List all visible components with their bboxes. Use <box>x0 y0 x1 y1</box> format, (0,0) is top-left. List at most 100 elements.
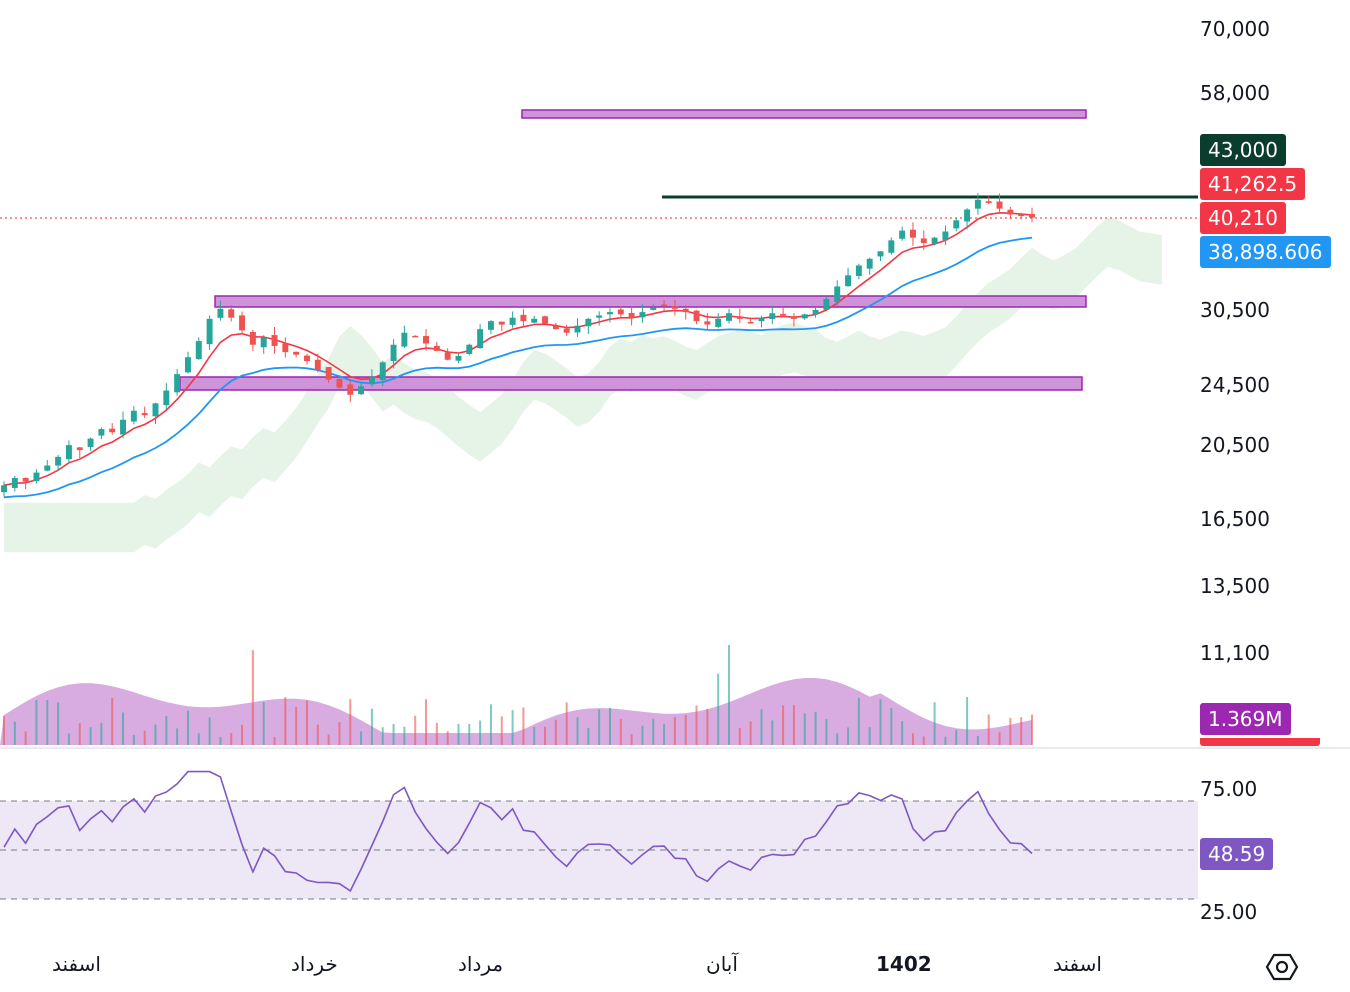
volume-bar <box>728 645 731 745</box>
volume-bar <box>197 733 200 745</box>
volume-bar <box>284 697 287 745</box>
candle-body <box>1 485 7 493</box>
volume-bar <box>24 731 27 745</box>
candle-body <box>693 310 700 322</box>
price-tick-label: 13,500 <box>1200 574 1270 598</box>
candle-body <box>455 355 462 361</box>
candle-body <box>855 265 862 276</box>
volume-bar <box>976 736 979 745</box>
candle-body <box>866 258 873 269</box>
volume-bar <box>544 726 547 745</box>
chart-settings-icon[interactable] <box>1264 952 1300 982</box>
volume-bar <box>35 700 38 745</box>
candle-body <box>120 419 127 435</box>
volume-bar <box>955 729 958 745</box>
candle-body <box>217 308 224 318</box>
candle-body <box>249 331 256 345</box>
volume-bar <box>122 712 125 745</box>
volume-tag-partial <box>1200 738 1320 746</box>
volume-bar <box>511 710 514 745</box>
volume-bar <box>305 700 308 745</box>
volume-bar <box>738 727 741 745</box>
candle-body <box>239 315 246 331</box>
candle-body <box>33 472 40 482</box>
volume-bar <box>295 706 298 745</box>
volume-bar <box>349 699 352 745</box>
candle-body <box>141 413 148 416</box>
volume-bar <box>1020 717 1023 745</box>
candle-body <box>206 318 213 345</box>
price-tick-label: 70,000 <box>1200 17 1270 41</box>
volume-bar <box>3 715 5 745</box>
volume-bar <box>825 719 828 745</box>
volume-bar <box>1009 718 1012 745</box>
volume-bar <box>565 702 568 745</box>
candle-body <box>877 251 884 257</box>
volume-bar <box>987 714 990 745</box>
candle-body <box>542 316 549 324</box>
volume-bar <box>186 710 189 745</box>
volume-bar <box>392 723 395 745</box>
volume-bar <box>370 708 373 745</box>
volume-bar <box>500 716 503 745</box>
price-tick-label: 20,500 <box>1200 433 1270 457</box>
resistance-price-tag: 43,000 <box>1200 134 1286 166</box>
candle-body <box>1018 213 1025 217</box>
candle-body <box>617 309 624 315</box>
candle-body <box>790 316 797 319</box>
candle-body <box>65 445 72 460</box>
volume-bar <box>78 723 81 745</box>
candle-body <box>130 410 137 422</box>
volume-bar <box>619 718 622 745</box>
candle-body <box>163 390 170 406</box>
volume-bar <box>316 724 319 745</box>
candle-body <box>487 321 494 330</box>
volume-bar <box>760 709 763 745</box>
volume-bar <box>608 707 611 745</box>
volume-bar <box>641 725 644 745</box>
candle-body <box>55 456 62 466</box>
candle-body <box>184 357 191 373</box>
volume-bar <box>695 705 698 745</box>
volume-bar <box>46 700 49 745</box>
candle-body <box>899 230 906 239</box>
rsi-value-tag: 48.59 <box>1200 838 1274 870</box>
volume-average-area <box>0 678 1032 745</box>
volume-bar <box>630 734 633 745</box>
candle-body <box>336 378 343 388</box>
candle-body <box>909 229 916 238</box>
candle-body <box>260 337 267 348</box>
candle-body <box>109 428 116 433</box>
volume-bar <box>13 721 16 745</box>
candle-body <box>11 477 18 488</box>
volume-bar <box>414 715 417 745</box>
support-zone-lower <box>179 376 1083 391</box>
candle-body <box>585 318 592 327</box>
candle-body <box>736 316 743 319</box>
candle-body <box>780 313 787 316</box>
candle-body <box>834 286 841 303</box>
candle-body <box>509 317 516 325</box>
candle-body <box>195 341 202 360</box>
volume-bar <box>67 733 70 745</box>
time-label: مرداد <box>458 952 504 976</box>
candle-body <box>845 275 852 287</box>
volume-bar <box>933 702 936 745</box>
volume-bar <box>176 728 179 745</box>
price-tick-label: 11,100 <box>1200 641 1270 665</box>
candle-body <box>953 220 960 229</box>
candle-body <box>390 344 397 361</box>
volume-bar <box>143 730 146 745</box>
candle-body <box>682 308 689 313</box>
volume-bar <box>360 731 363 745</box>
candle-body <box>639 312 646 318</box>
volume-bar <box>749 721 752 745</box>
volume-bar <box>587 728 590 745</box>
rsi-line <box>3 770 1033 893</box>
volume-bar <box>57 702 60 745</box>
volume-bar <box>901 721 904 745</box>
candle-body <box>628 312 635 318</box>
candle-body <box>964 209 971 222</box>
volume-bar <box>327 734 330 745</box>
